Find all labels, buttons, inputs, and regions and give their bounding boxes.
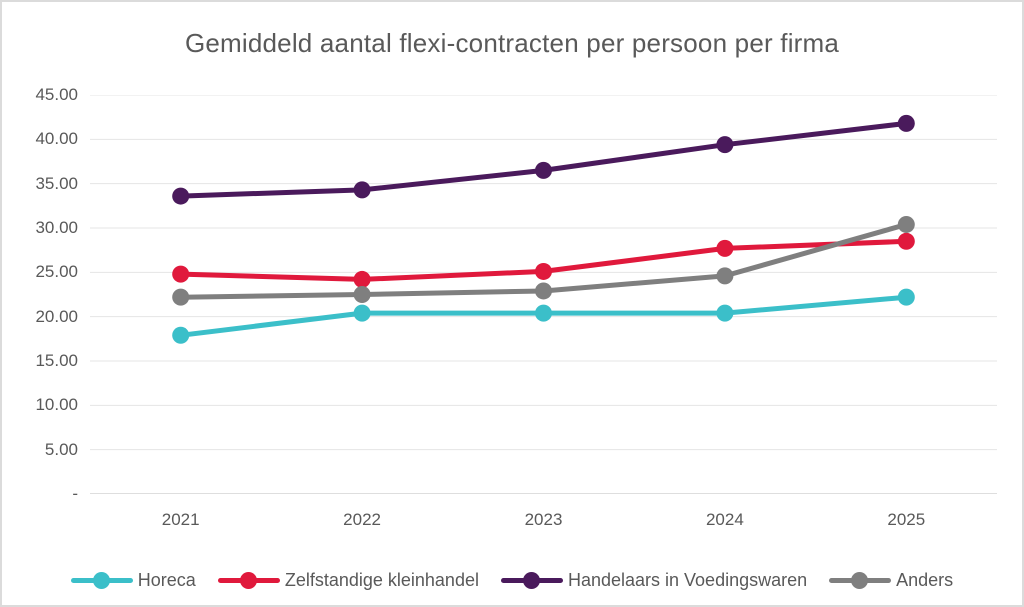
y-axis-tick-label: 30.00 [35,218,78,237]
x-axis-tick-label: 2025 [887,510,926,529]
data-point-marker [716,136,734,154]
data-point-marker [716,267,734,285]
legend-line-marker-icon [217,572,280,589]
data-point-marker [535,262,552,280]
y-axis-tick-label: 35.00 [35,173,78,193]
legend-item: Zelfstandige kleinhandel [217,570,479,591]
data-point-marker [535,161,552,179]
data-point-marker [716,304,734,322]
data-point-marker [897,114,915,132]
chart-title: Gemiddeld aantal flexi-contracten per pe… [184,28,840,58]
legend-item: Horeca [70,570,196,591]
x-axis-tick-label: 2023 [524,510,563,529]
data-point-marker [172,288,190,306]
data-point-marker [897,215,915,233]
legend-item: Anders [829,570,953,591]
data-point-marker [172,265,190,283]
series-line [178,120,909,199]
data-point-marker [172,326,190,344]
y-axis-tick-label: 15.00 [35,351,78,370]
data-point-marker [535,282,552,300]
legend-label: Anders [896,570,954,590]
plot-area [90,95,997,494]
legend-line-marker-icon [70,572,133,589]
x-axis-tick-label: 2024 [705,510,744,529]
data-point-marker [716,239,734,257]
y-axis-tick-label: 10.00 [35,395,78,415]
y-axis-tick-label: 20.00 [35,306,78,326]
data-point-marker [353,286,371,303]
legend-label: Zelfstandige kleinhandel [284,570,479,590]
legend-label: Horeca [137,570,196,590]
x-axis-tick-label: 2022 [343,510,381,529]
data-point-marker [353,304,371,322]
legend-label: Handelaars in Voedingswaren [567,570,808,590]
data-point-marker [353,270,371,288]
x-axis-tick-label: 2021 [161,510,200,529]
y-axis-tick-label: 45.00 [35,85,78,104]
data-point-marker [172,187,190,205]
data-point-marker [897,232,915,250]
legend-line-marker-icon [829,572,892,589]
y-axis-tick-label: 5.00 [44,439,78,459]
y-axis-tick-label: - [72,484,78,503]
y-axis-tick-label: 40.00 [35,129,78,149]
legend: Horeca Zelfstandige kleinhandel Handelaars… [2,570,1022,591]
data-point-marker [353,181,371,199]
data-point-marker [535,304,552,322]
legend-item: Handelaars in Voedingswaren [500,570,808,591]
legend-line-marker-icon [500,572,563,589]
data-point-marker [897,288,915,306]
y-axis-tick-label: 25.00 [35,262,78,282]
